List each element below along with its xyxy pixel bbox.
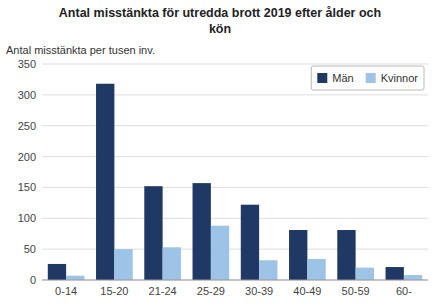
- x-axis: 0-14 15-20 21-24 25-29 30-39 40-49 50-59 60-: [42, 280, 428, 297]
- x-tick-label: 30-39: [245, 285, 273, 297]
- x-axis-line: [42, 280, 428, 281]
- title-line: kön: [209, 22, 231, 36]
- y-tick-label: 300: [18, 89, 36, 101]
- y-axis-label: Antal misstänkta per tusen inv.: [6, 44, 155, 56]
- x-tick-label: 40-49: [293, 285, 321, 297]
- x-tick-label: 25-29: [197, 285, 225, 297]
- bar: [241, 205, 259, 280]
- legend-label: Män: [332, 72, 353, 84]
- bar: [96, 84, 114, 280]
- y-tick-label: 50: [24, 243, 36, 255]
- title-line: Antal misstänkta för utredda brott 2019 …: [59, 6, 381, 20]
- bar: [163, 247, 181, 280]
- legend-box: [311, 66, 424, 90]
- legend-swatch: [366, 73, 376, 83]
- chart-container: Antal misstänkta för utredda brott 2019 …: [0, 0, 440, 306]
- bar: [211, 226, 229, 280]
- title: Antal misstänkta för utredda brott 2019 …: [59, 6, 381, 36]
- grid-line: [42, 64, 428, 65]
- legend-swatch: [317, 73, 327, 83]
- x-tick-label: 15-20: [100, 285, 128, 297]
- bar: [404, 275, 422, 280]
- x-tick-label: 21-24: [149, 285, 177, 297]
- bar: [337, 230, 355, 280]
- bar: [144, 186, 162, 280]
- bar: [356, 268, 374, 280]
- y-tick-label: 250: [18, 120, 36, 132]
- bar: [386, 267, 404, 280]
- bar: [193, 183, 211, 280]
- bar: [259, 260, 277, 280]
- y-axis: 0 50 100 150 200 250 300 350: [18, 58, 36, 286]
- bar: [66, 276, 84, 280]
- bar: [114, 249, 132, 280]
- legend: Män Kvinnor: [311, 66, 424, 90]
- y-tick-label: 200: [18, 151, 36, 163]
- y-tick-label: 350: [18, 58, 36, 70]
- bar: [289, 230, 307, 280]
- grid-line: [42, 280, 428, 281]
- y-tick-label: 150: [18, 181, 36, 193]
- bars: [48, 84, 422, 280]
- x-tick-label: 60-: [396, 285, 412, 297]
- bar: [48, 264, 66, 280]
- bar: [307, 259, 325, 280]
- grid: [42, 64, 428, 280]
- x-tick-label: 0-14: [55, 285, 77, 297]
- legend-label: Kvinnor: [381, 72, 419, 84]
- x-tick-label: 50-59: [342, 285, 370, 297]
- chart: Antal misstänkta för utredda brott 2019 …: [0, 0, 440, 306]
- y-tick-label: 100: [18, 212, 36, 224]
- y-tick-label: 0: [30, 274, 36, 286]
